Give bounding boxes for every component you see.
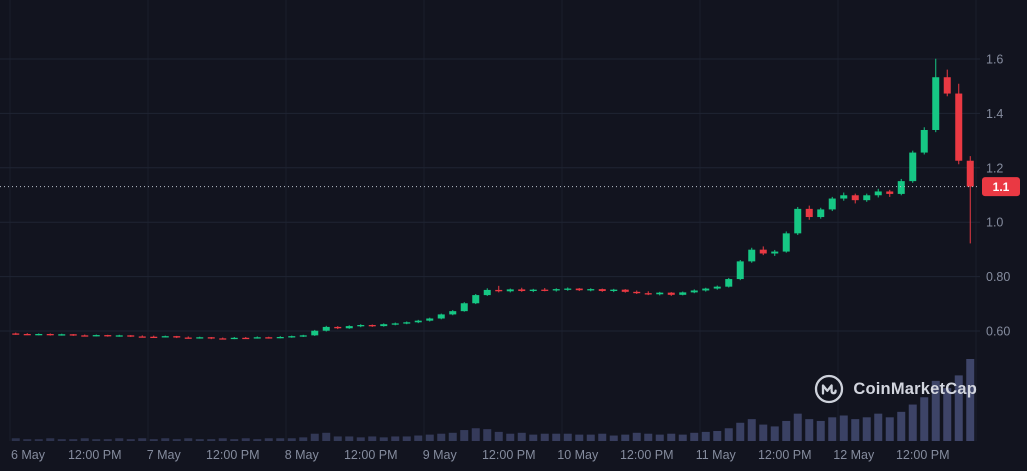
day-gridlines	[9, 0, 977, 441]
time-tick-label: 12:00 PM	[758, 448, 812, 462]
price-tick-label: 1.0	[986, 216, 1003, 230]
candles	[12, 58, 974, 340]
time-tick-label: 6 May	[11, 448, 46, 462]
price-tick-label: 1.2	[986, 161, 1003, 175]
time-tick-label: 10 May	[557, 448, 599, 462]
svg-text:1.1: 1.1	[993, 180, 1010, 194]
time-tick-label: 12:00 PM	[620, 448, 674, 462]
time-tick-label: 9 May	[423, 448, 458, 462]
time-tick-label: 12 May	[833, 448, 875, 462]
time-tick-label: 12:00 PM	[68, 448, 122, 462]
price-tick-label: 1.6	[986, 53, 1003, 67]
price-tick-label: 0.80	[986, 270, 1010, 284]
time-tick-label: 7 May	[147, 448, 182, 462]
price-tick-label: 0.60	[986, 325, 1010, 339]
price-gridlines	[0, 58, 980, 332]
time-tick-label: 12:00 PM	[206, 448, 260, 462]
time-tick-label: 11 May	[696, 448, 737, 462]
price-axis[interactable]: 1.6 1.4 1.2 1.0 0.80 0.60	[986, 53, 1010, 339]
time-tick-label: 12:00 PM	[344, 448, 398, 462]
time-tick-label: 12:00 PM	[482, 448, 536, 462]
time-tick-label: 12:00 PM	[896, 448, 950, 462]
current-price-badge: 1.1	[982, 177, 1020, 197]
price-tick-label: 1.4	[986, 107, 1003, 121]
time-axis[interactable]: 6 May 12:00 PM 7 May 12:00 PM 8 May 12:00 PM 9…	[11, 448, 950, 462]
time-tick-label: 8 May	[285, 448, 320, 462]
volume-bars	[11, 359, 975, 441]
